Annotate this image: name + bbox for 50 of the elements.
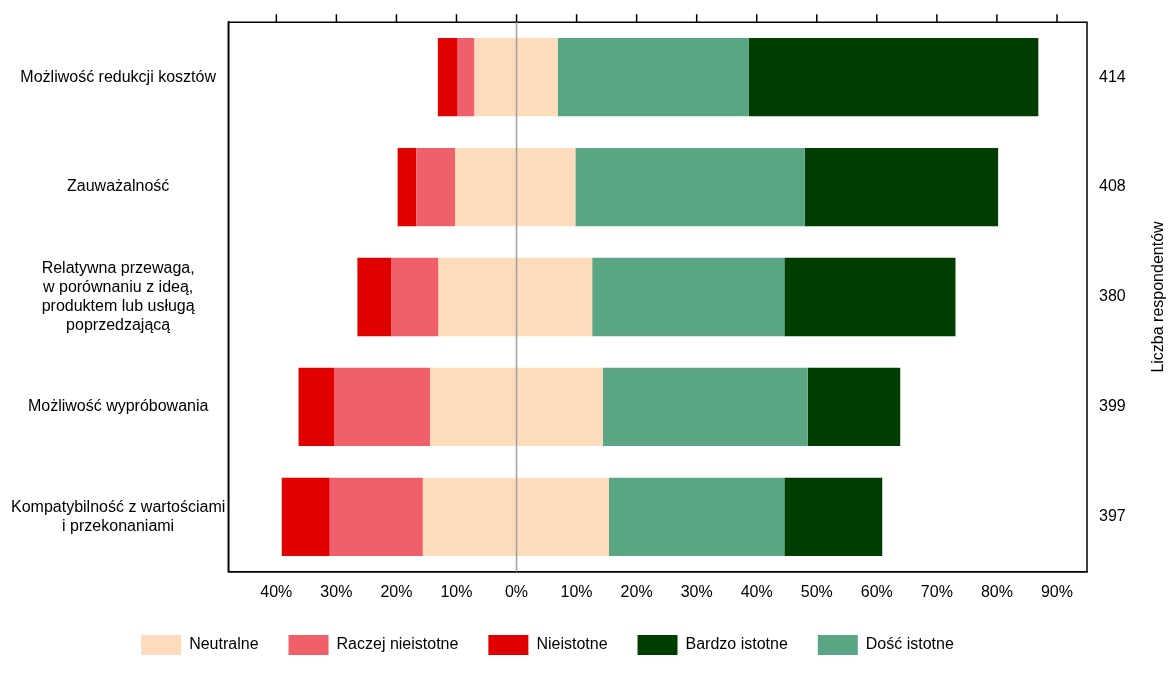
bar	[397, 147, 417, 227]
bar	[609, 477, 785, 556]
y2-tick-label: 399	[1099, 397, 1126, 415]
legend-label: Raczej nieistotne	[336, 635, 459, 653]
bar	[333, 367, 431, 447]
legend-label: Nieistotne	[536, 635, 608, 653]
bar	[437, 38, 458, 117]
bar	[807, 367, 901, 447]
bar	[748, 38, 1039, 117]
bar	[804, 147, 999, 227]
y-tick-label: Zauważalność	[67, 177, 170, 195]
bar	[592, 257, 785, 337]
y2-tick-label: 408	[1099, 177, 1126, 195]
y2-axis-title: Liczba respondentów	[1149, 220, 1167, 373]
bar	[298, 367, 334, 447]
x-tick-label: 60%	[860, 582, 893, 600]
legend-label: Dość istotne	[865, 635, 954, 653]
y-tick-label: Relatywna przewaga, w porównaniu z ideą, produktem lub usługą poprzedzającą	[41, 258, 195, 334]
bar	[416, 147, 456, 227]
legend-label: Neutralne	[189, 635, 259, 653]
x-tick-label: 0%	[504, 582, 529, 600]
y-tick-label: Możliwość wypróbowania	[27, 397, 209, 415]
x-tick-label: 30%	[680, 582, 713, 600]
x-tick-label: 70%	[920, 582, 953, 600]
x-tick-label: 40%	[740, 582, 773, 600]
bar	[391, 257, 439, 337]
x-tick-label: 50%	[800, 582, 833, 600]
y2-tick-label: 380	[1099, 287, 1126, 305]
bar	[603, 367, 808, 447]
x-tick-label: 20%	[620, 582, 653, 600]
x-tick-label: 80%	[980, 582, 1013, 600]
x-tick-label: 40%	[260, 582, 293, 600]
x-tick-label: 10%	[560, 582, 593, 600]
x-tick-label: 20%	[380, 582, 413, 600]
y2-tick-label: 414	[1099, 67, 1126, 85]
bar	[784, 257, 956, 337]
bar	[457, 38, 475, 117]
bar	[329, 477, 423, 556]
x-tick-label: 90%	[1040, 582, 1073, 600]
y-tick-label: Kompatybilność z wartościami i przekonaniami	[11, 497, 226, 534]
bar	[784, 477, 883, 556]
y2-tick-label: 397	[1099, 507, 1126, 525]
legend-label: Bardzo istotne	[685, 635, 788, 653]
bar	[557, 38, 749, 117]
x-tick-label: 10%	[440, 582, 473, 600]
bar	[357, 257, 392, 337]
x-tick-label: 30%	[320, 582, 353, 600]
bar	[575, 147, 805, 227]
y-tick-label: Możliwość redukcji kosztów	[20, 67, 217, 85]
bar	[281, 477, 330, 556]
